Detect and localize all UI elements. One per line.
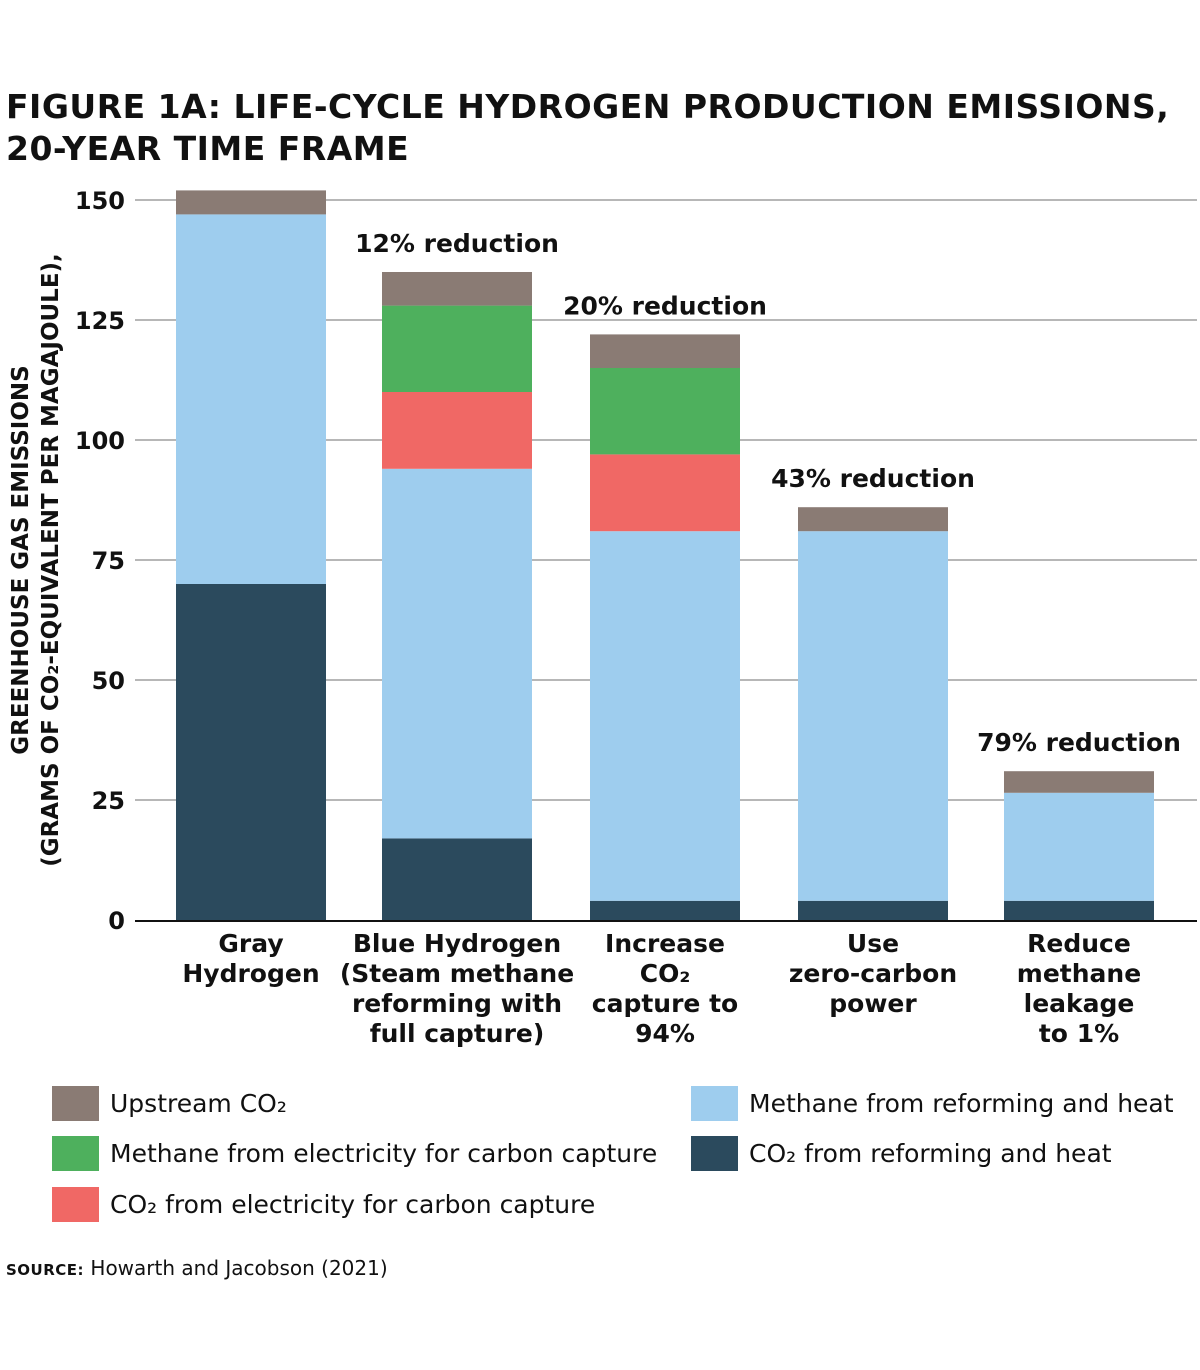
chart-title: FIGURE 1A: LIFE-CYCLE HYDROGEN PRODUCTIO… [6, 86, 1196, 170]
bar-segment [590, 368, 740, 455]
x-category-label-line: Increase [605, 929, 725, 958]
bars [176, 190, 1154, 920]
x-category-label-line: Use [847, 929, 899, 958]
x-category-label-line: (Steam methane [340, 959, 574, 988]
reduction-annotation: 43% reduction [771, 464, 975, 493]
x-category-label-line: reforming with [352, 989, 562, 1018]
reduction-annotation: 12% reduction [355, 229, 559, 258]
legend: Upstream CO₂ Methane from electricity fo… [52, 1086, 1192, 1226]
y-axis-label: GREENHOUSE GAS EMISSIONS (GRAMS OF CO₂-EQ… [8, 253, 64, 867]
bar-segment [798, 900, 948, 920]
x-category-label-line: methane [1017, 959, 1141, 988]
y-tick-label: 125 [75, 307, 125, 335]
x-category-label-line: to 1% [1039, 1019, 1119, 1048]
bar-segment [176, 214, 326, 584]
bar-segment [590, 334, 740, 368]
y-tick-label: 75 [92, 547, 125, 575]
stacked-bar-chart: 0 25 50 75 100 125 150 Gray Hydrogen Blue Hydrog… [8, 187, 1197, 1048]
bar-segment [176, 584, 326, 920]
x-category-label: Use zero-carbon power [789, 929, 957, 1018]
x-category-label: Gray Hydrogen [182, 929, 319, 988]
bar-segment [1004, 792, 1154, 901]
legend-swatch [52, 1187, 99, 1222]
bar-segment [590, 454, 740, 532]
bar-segment [1004, 771, 1154, 793]
bar-segment [798, 507, 948, 532]
x-category-label-line: Reduce [1027, 929, 1131, 958]
y-tick-label: 50 [92, 667, 125, 695]
source-key: SOURCE: [6, 1261, 85, 1279]
y-axis-label-line: (GRAMS OF CO₂-EQUIVALENT PER MAGAJOULE), [38, 253, 64, 867]
y-axis-label-line: GREENHOUSE GAS EMISSIONS [8, 365, 34, 754]
reduction-annotations: 12% reduction 20% reduction 43% reduction 7… [355, 229, 1181, 757]
x-category-label-line: full capture) [370, 1019, 545, 1048]
x-category-label-line: Gray [218, 929, 283, 958]
reduction-annotation: 79% reduction [977, 728, 1181, 757]
bar-segment [382, 305, 532, 392]
y-tick-labels: 0 25 50 75 100 125 150 [75, 187, 125, 935]
reduction-annotation: 20% reduction [563, 291, 767, 320]
bar-segment [1004, 900, 1154, 920]
legend-label: Methane from reforming and heat [749, 1089, 1174, 1118]
x-category-label-line: capture to [592, 989, 738, 1018]
x-category-label-line: Hydrogen [182, 959, 319, 988]
legend-label: Upstream CO₂ [110, 1089, 287, 1118]
bar-segment [590, 900, 740, 920]
y-tick-label: 150 [75, 187, 125, 215]
x-category-label-line: leakage [1024, 989, 1135, 1018]
bar-segment [798, 531, 948, 901]
y-tick-label: 100 [75, 427, 125, 455]
x-category-label: Blue Hydrogen (Steam methane reforming wit… [340, 929, 574, 1048]
x-category-label-line: 94% [635, 1019, 695, 1048]
legend-swatch [52, 1136, 99, 1171]
x-category-label: Reduce methane leakage to 1% [1017, 929, 1141, 1048]
bar-segment [382, 272, 532, 306]
legend-swatch [691, 1086, 738, 1121]
legend-swatch [52, 1086, 99, 1121]
x-category-labels: Gray Hydrogen Blue Hydrogen (Steam methane r… [182, 929, 1141, 1048]
x-category-label-line: zero-carbon [789, 959, 957, 988]
x-category-label: Increase CO₂ capture to 94% [592, 929, 738, 1048]
y-tick-label: 0 [108, 907, 125, 935]
bar-segment [382, 392, 532, 469]
chart-title-line-2: 20-YEAR TIME FRAME [6, 129, 410, 168]
legend-swatch [691, 1136, 738, 1171]
bar-segment [590, 531, 740, 901]
y-tick-label: 25 [92, 787, 125, 815]
legend-label: CO₂ from electricity for carbon capture [110, 1190, 596, 1219]
y-axis-label-text: GREENHOUSE GAS EMISSIONS (GRAMS OF CO₂-EQ… [8, 253, 64, 867]
legend-label: Methane from electricity for carbon capt… [110, 1139, 658, 1168]
source-note: SOURCE: Howarth and Jacobson (2021) [6, 1256, 388, 1280]
x-category-label-line: Blue Hydrogen [353, 929, 561, 958]
bar-segment [176, 190, 326, 215]
x-category-label-line: power [829, 989, 917, 1018]
bar-segment [382, 838, 532, 920]
chart-title-line-1: FIGURE 1A: LIFE-CYCLE HYDROGEN PRODUCTIO… [6, 87, 1170, 126]
bar-segment [382, 468, 532, 839]
x-category-label-line: CO₂ [640, 959, 691, 988]
source-text: Howarth and Jacobson (2021) [84, 1256, 388, 1280]
legend-label: CO₂ from reforming and heat [749, 1139, 1112, 1168]
